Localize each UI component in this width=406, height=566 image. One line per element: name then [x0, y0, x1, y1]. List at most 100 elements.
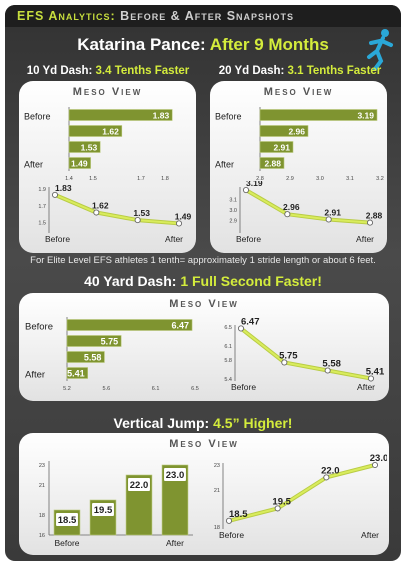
- dash10-panel-title: Meso View: [72, 86, 143, 98]
- bar: [68, 109, 173, 121]
- data-label: 22.0: [321, 465, 340, 476]
- stride-note: For Elite Level EFS athletes 1 tenth= ap…: [30, 255, 376, 266]
- tick-label: 1.5: [89, 176, 97, 182]
- data-point: [225, 517, 233, 524]
- data-point: [242, 187, 250, 194]
- bar-value-label: 5.75: [101, 337, 119, 347]
- data-label: 3.19: [246, 181, 263, 188]
- dash20-label: 20 Yd Dash:: [218, 65, 285, 77]
- bar-value-label: 2.88: [264, 159, 281, 169]
- data-label: 1.53: [133, 208, 150, 218]
- dash40-panel-title: Meso View: [169, 298, 239, 310]
- data-point: [237, 325, 245, 332]
- bar-value-label: 1.83: [153, 111, 170, 121]
- vjump-highlight: 4.5” Higher!: [213, 415, 293, 431]
- bar: [259, 109, 378, 121]
- series-line-shadow: [54, 193, 180, 226]
- category-label: After: [356, 234, 374, 244]
- tick-label: 3.2: [376, 176, 384, 182]
- data-label: 6.47: [241, 316, 260, 327]
- category-label: Before: [236, 234, 261, 244]
- category-label: Before: [215, 112, 242, 122]
- bar: [68, 125, 123, 137]
- tick-label: 21: [214, 488, 220, 494]
- vjump-card: Meso View 23 21 18 16 18.5 Before 19.5 22.0 23.0…: [19, 433, 389, 555]
- tick-label: 2.9: [286, 176, 294, 182]
- athlete-header: Katarina Pance: After 9 Months: [5, 35, 401, 55]
- data-point: [93, 209, 100, 216]
- tick-label: 1.9: [38, 187, 46, 193]
- tick-label: 1.5: [38, 221, 46, 227]
- dash20-line-chart: 3.1 3.0 2.9 3.19 Before 2.96 2.91 2.88 After: [229, 181, 382, 244]
- runner-icon: [367, 29, 393, 71]
- page-title: EFS Analytics: Before & After Snapshots: [17, 9, 294, 23]
- dash40-card: Meso View 6.47 Before 5.75 5.58 5.41 After 5.2…: [19, 293, 389, 401]
- category-label: Before: [24, 112, 51, 122]
- dash40-header: 40 Yard Dash: 1 Full Second Faster!: [5, 273, 401, 289]
- data-point: [323, 474, 330, 481]
- data-label: 18.5: [229, 509, 248, 520]
- bar-value-label: 6.47: [172, 321, 190, 331]
- data-label: 2.91: [324, 207, 341, 217]
- dash20-card: Meso View 3.19 Before 2.96 2.91 2.88 After 2.8…: [210, 81, 387, 253]
- category-label: Before: [45, 234, 70, 244]
- tick-label: 3.1: [229, 198, 237, 204]
- dash10-header: 10 Yd Dash: 3.4 Tenths Faster: [13, 65, 203, 77]
- tick-label: 3.0: [316, 176, 324, 182]
- infographic-panel: EFS Analytics: Before & After Snapshots …: [5, 5, 401, 561]
- vjump-bar-chart: 23 21 18 16 18.5 Before 19.5 22.0 23.0 After: [39, 461, 193, 548]
- dash10-highlight: 3.4 Tenths Faster: [95, 65, 190, 77]
- bar: [259, 141, 294, 153]
- data-point: [371, 461, 379, 469]
- tick-label: 3.1: [346, 176, 354, 182]
- dash10-card: Meso View 1.83 Before 1.62 1.53 1.49 After 1.4…: [19, 81, 196, 253]
- dash10-bar-chart: 1.83 Before 1.62 1.53 1.49 After 1.4 1.5 1.7 1.8: [24, 107, 173, 182]
- dash10-label: 10 Yd Dash:: [26, 65, 93, 77]
- data-point: [281, 359, 288, 366]
- bar-value-label: 5.41: [67, 369, 85, 379]
- category-label: After: [361, 530, 379, 540]
- tick-label: 6.1: [152, 386, 160, 392]
- dash40-highlight: 1 Full Second Faster!: [180, 273, 322, 289]
- category-label: After: [24, 160, 43, 170]
- bar-value-label: 2.96: [288, 127, 305, 137]
- bar: [259, 125, 309, 137]
- data-label: 1.49: [175, 211, 192, 221]
- title-prefix: EFS Analytics:: [17, 9, 116, 23]
- value-box: [164, 468, 186, 481]
- bar: [68, 157, 91, 169]
- tick-label: 16: [39, 533, 45, 539]
- period-label: After 9 Months: [209, 35, 329, 54]
- data-point: [134, 217, 141, 224]
- data-point: [51, 191, 59, 198]
- tick-label: 1.7: [137, 176, 145, 182]
- category-label: After: [357, 382, 375, 392]
- category-label: After: [25, 370, 45, 381]
- data-point: [274, 505, 281, 512]
- bar-value-label: 18.5: [58, 515, 77, 526]
- series-line-shadow: [239, 326, 372, 381]
- bar: [66, 367, 88, 379]
- category-label: Before: [219, 530, 244, 540]
- tick-label: 1.4: [65, 176, 73, 182]
- bar: [66, 351, 105, 363]
- data-label: 5.41: [366, 367, 385, 378]
- category-label: After: [166, 538, 184, 548]
- data-point: [366, 219, 374, 226]
- vjump-label: Vertical Jump:: [113, 415, 210, 431]
- data-label: 1.83: [55, 183, 72, 193]
- tick-label: 2.8: [256, 176, 264, 182]
- title-rest: Before & After Snapshots: [115, 9, 295, 23]
- data-point: [324, 367, 331, 374]
- vjump-panel-title: Meso View: [169, 438, 239, 450]
- tick-label: 23: [39, 463, 45, 469]
- data-point: [325, 216, 332, 223]
- bar-value-label: 22.0: [130, 480, 149, 491]
- tick-label: 6.1: [224, 344, 232, 350]
- bar: [66, 319, 193, 331]
- dash40-label: 40 Yard Dash:: [84, 273, 177, 289]
- bar-value-label: 23.0: [166, 470, 185, 481]
- dash20-bar-chart: 3.19 Before 2.96 2.91 2.88 After 2.8 2.9 3.0 3.1 3…: [215, 107, 384, 182]
- bar: [66, 335, 122, 347]
- dash20-panel-title: Meso View: [263, 86, 334, 98]
